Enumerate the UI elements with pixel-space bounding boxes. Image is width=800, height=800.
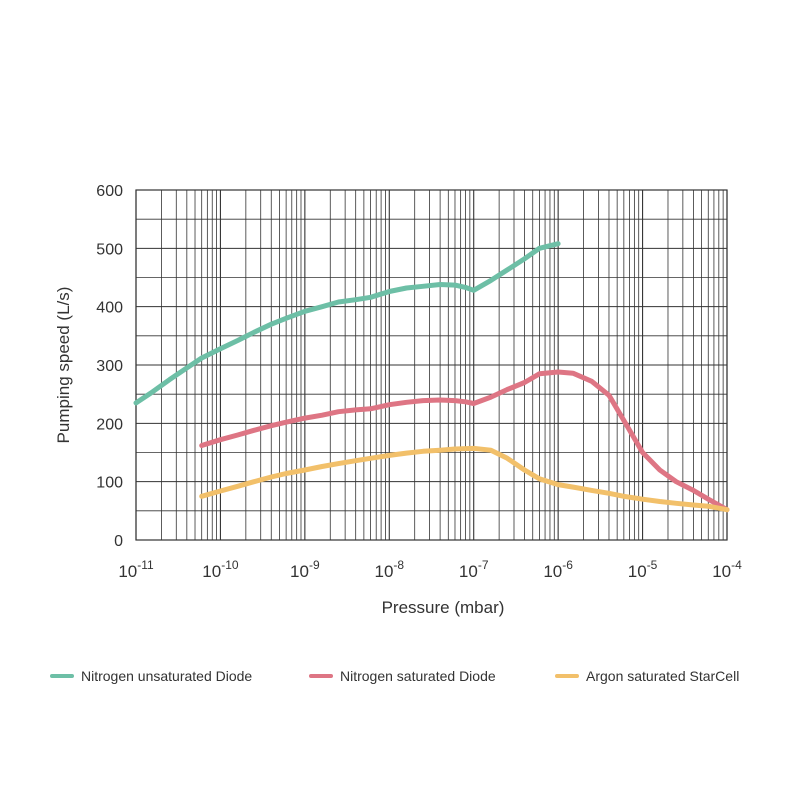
series-line-3: [199, 445, 730, 513]
x-tick-label: 10-8: [374, 558, 404, 581]
x-tick-label: 10-10: [202, 558, 239, 581]
y-tick-label: 0: [114, 533, 123, 550]
legend-label: Nitrogen unsaturated Diode: [81, 668, 253, 684]
x-tick-label: 10-9: [290, 558, 320, 581]
y-tick-label: 100: [96, 475, 123, 492]
x-tick-label: 10-6: [543, 558, 573, 581]
y-tick-label: 400: [96, 300, 123, 317]
legend-item: Nitrogen unsaturated Diode: [50, 668, 252, 684]
series-line-2: [199, 369, 730, 513]
legend-label: Nitrogen saturated Diode: [340, 668, 496, 684]
y-tick-label: 200: [96, 416, 123, 433]
x-tick-label: 10-5: [628, 558, 658, 581]
plot-frame: [135, 189, 728, 541]
legend-item: Nitrogen saturated Diode: [309, 668, 496, 684]
y-tick-label: 300: [96, 358, 123, 375]
y-tick-labels: 0 100 200 300 400 500 600: [96, 183, 123, 550]
series-layer: [133, 241, 730, 513]
y-tick-label: 500: [96, 241, 123, 258]
x-axis-label: Pressure (mbar): [382, 598, 505, 617]
grid: [135, 189, 728, 541]
legend-item: Argon saturated StarCell: [555, 668, 739, 684]
legend-swatch: [555, 674, 579, 678]
x-tick-label: 10-11: [118, 558, 154, 581]
legend-swatch: [50, 674, 74, 678]
x-tick-labels: 10-11 10-10 10-9 10-8 10-7 10-6 10-5 10-4: [118, 558, 742, 581]
series-line-1: [133, 241, 561, 406]
y-tick-label: 600: [96, 183, 123, 200]
x-tick-label: 10-7: [459, 558, 489, 581]
x-tick-label: 10-4: [712, 558, 742, 581]
y-axis-label: Pumping speed (L/s): [54, 287, 73, 444]
legend-label: Argon saturated StarCell: [586, 668, 740, 684]
legend: Nitrogen unsaturated Diode Nitrogen satur…: [0, 668, 800, 692]
legend-swatch: [309, 674, 333, 678]
